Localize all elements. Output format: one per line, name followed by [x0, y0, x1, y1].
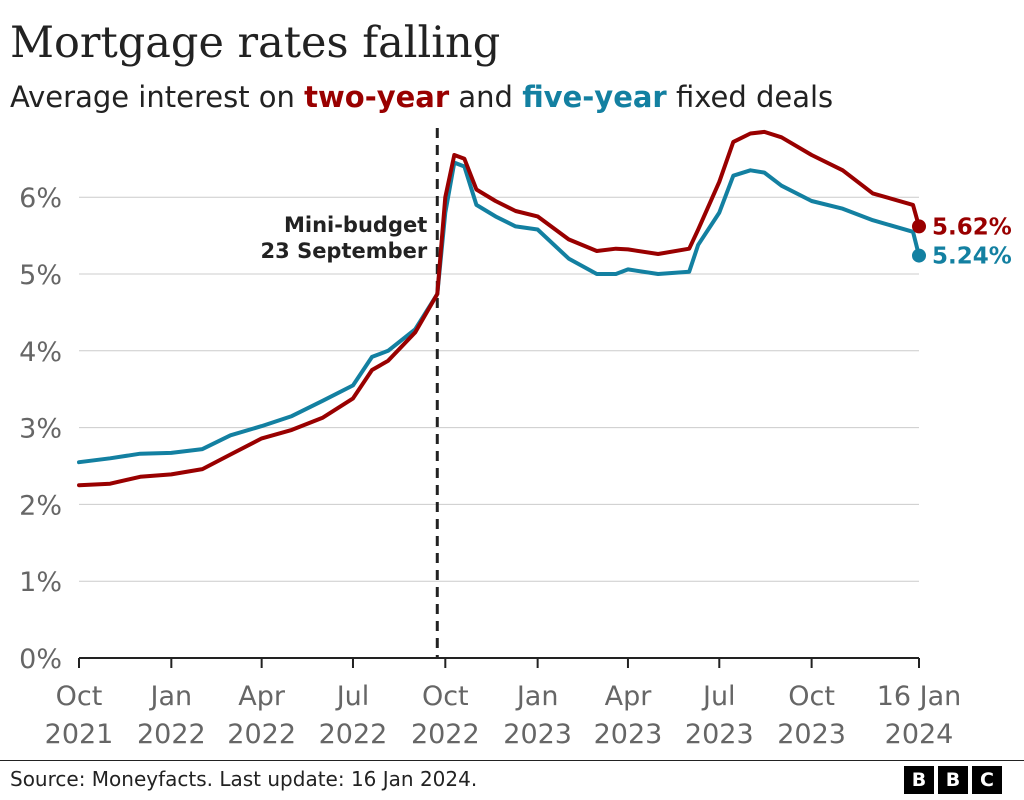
- subtitle-five-year: five-year: [522, 80, 667, 114]
- x-tick-label: 16 Jan: [877, 681, 962, 712]
- subtitle-middle: and: [449, 80, 523, 114]
- x-tick-label: 2022: [137, 719, 206, 750]
- subtitle-prefix: Average interest on: [10, 80, 305, 114]
- y-tick-label: 4%: [19, 337, 62, 368]
- y-tick-label: 1%: [19, 567, 62, 598]
- page-title: Mortgage rates falling: [10, 18, 501, 68]
- annotation-label: Mini-budget: [284, 213, 427, 237]
- x-tick-label: Apr: [605, 681, 653, 712]
- x-tick-label: Jul: [701, 681, 736, 712]
- y-tick-label: 6%: [19, 183, 62, 214]
- annotation-label: 23 September: [261, 239, 428, 263]
- logo-letter: C: [972, 766, 1002, 794]
- series-end-marker-two_year: [912, 219, 926, 234]
- x-tick-label: Jul: [335, 681, 370, 712]
- y-tick-label: 2%: [19, 490, 62, 521]
- x-tick-label: Oct: [788, 681, 835, 712]
- x-tick-label: 2023: [685, 719, 754, 750]
- x-tick-label: 2023: [503, 719, 572, 750]
- x-tick-label: Oct: [422, 681, 469, 712]
- y-tick-label: 3%: [19, 414, 62, 445]
- x-tick-label: Apr: [238, 681, 286, 712]
- y-tick-label: 0%: [19, 644, 62, 675]
- line-chart: 0% 1% 2% 3% 4% 5% 6% Oct 2021 Jan 2022 Apr 2022 Jul 20…: [19, 128, 1012, 750]
- x-tick-label: 2021: [45, 719, 114, 750]
- x-tick-label: Oct: [56, 681, 103, 712]
- y-tick-label: 5%: [19, 260, 62, 291]
- source-note: Source: Moneyfacts. Last update: 16 Jan …: [10, 767, 478, 791]
- x-tick-label: 2023: [594, 719, 663, 750]
- footer-divider: [0, 760, 1024, 761]
- logo-letter: B: [904, 766, 934, 794]
- logo-letter: B: [938, 766, 968, 794]
- subtitle-two-year: two-year: [304, 80, 450, 114]
- x-tick-label: 2022: [411, 719, 480, 750]
- series-end-marker-five_year: [912, 248, 926, 263]
- x-tick-label: 2024: [885, 719, 954, 750]
- series-line-two_year: [77, 129, 921, 488]
- series-line-five_year: [77, 160, 921, 465]
- x-tick-label: Jan: [515, 681, 559, 712]
- x-tick-label: 2023: [777, 719, 846, 750]
- series-end-label-five_year: 5.24%: [932, 244, 1012, 270]
- page-subtitle: Average interest on two-year and five-ye…: [10, 80, 833, 114]
- series-end-label-two_year: 5.62%: [932, 214, 1012, 240]
- x-tick-label: 2022: [319, 719, 388, 750]
- bbc-logo: B B C: [904, 766, 1002, 794]
- subtitle-suffix: fixed deals: [666, 80, 834, 114]
- x-tick-label: Jan: [149, 681, 193, 712]
- x-tick-label: 2022: [227, 719, 296, 750]
